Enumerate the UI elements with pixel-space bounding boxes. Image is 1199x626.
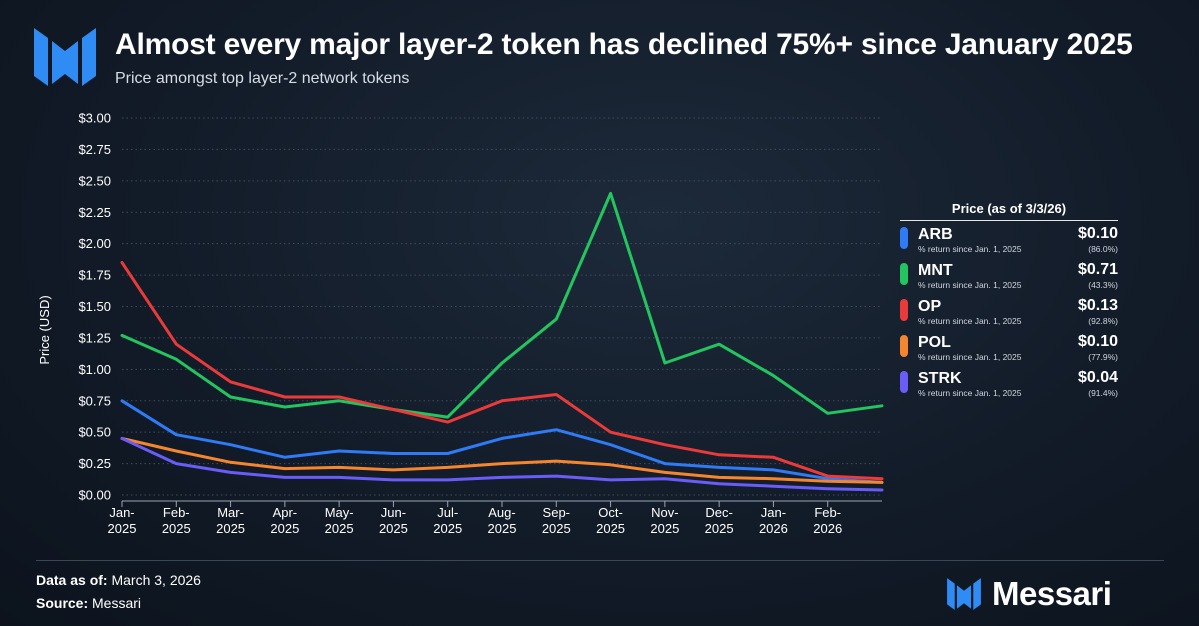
data-date-value: March 3, 2026: [111, 572, 201, 588]
legend-item-op: OP% return since Jan. 1, 2025 $0.13 (92.8%…: [900, 293, 1118, 329]
legend-price: $0.10: [1077, 333, 1118, 350]
messari-logo: [34, 28, 96, 86]
legend-return: (91.4%): [1088, 388, 1118, 398]
x-tick-label-top: Feb-: [163, 505, 190, 520]
x-tick-label-bottom: 2025: [488, 521, 517, 536]
y-tick-label: $2.25: [78, 205, 111, 220]
y-tick-label: $3.00: [78, 111, 111, 126]
x-tick-label-bottom: 2025: [433, 521, 462, 536]
y-tick-label: $1.50: [78, 299, 111, 314]
legend-price: $0.71: [1077, 261, 1118, 278]
legend-name: STRK: [918, 370, 962, 387]
y-tick-label: $0.50: [78, 425, 111, 440]
legend-price: $0.04: [1077, 369, 1118, 386]
series-line-mnt: [120, 191, 884, 419]
series-layer: [120, 191, 884, 492]
y-tick-label: $0.00: [78, 488, 111, 503]
legend-item-pol: POL% return since Jan. 1, 2025 $0.10 (77.9…: [900, 329, 1118, 365]
x-tick-label-bottom: 2025: [596, 521, 625, 536]
x-tick-label-top: Jan-: [109, 505, 134, 520]
x-tick-label-top: Aug-: [488, 505, 515, 520]
y-tick-label: $1.75: [78, 268, 111, 283]
legend-return: (43.3%): [1088, 280, 1118, 290]
data-date-label: Data as of:: [36, 572, 108, 588]
legend-return: (77.9%): [1088, 352, 1118, 362]
source-label: Source:: [36, 595, 89, 611]
x-tick-label-bottom: 2025: [325, 521, 354, 536]
legend-swatch: [900, 299, 908, 321]
x-tick-label-top: Jan-: [761, 505, 786, 520]
x-tick-label-top: Sep-: [543, 505, 570, 520]
x-tick-label-bottom: 2025: [650, 521, 679, 536]
y-tick-label: $0.25: [78, 456, 111, 471]
legend-item-arb: ARB% return since Jan. 1, 2025 $0.10 (86.0…: [900, 221, 1118, 257]
legend-sub: % return since Jan. 1, 2025: [918, 316, 1022, 326]
y-tick-label: $2.00: [78, 236, 111, 251]
series-line-arb: [120, 399, 884, 484]
legend-name: MNT: [918, 262, 953, 279]
y-tick-label: $2.50: [78, 173, 111, 188]
messari-brand-icon: [947, 578, 981, 610]
legend-sub: % return since Jan. 1, 2025: [918, 244, 1022, 254]
x-tick-label-bottom: 2026: [759, 521, 788, 536]
series-line-op: [120, 261, 884, 481]
legend-name: ARB: [918, 226, 953, 243]
chart-subtitle: Price amongst top layer-2 network tokens: [115, 70, 410, 87]
x-tick-label-top: Dec-: [705, 505, 732, 520]
x-tick-label-top: Jun-: [381, 505, 406, 520]
legend-swatch: [900, 227, 908, 249]
y-tick-label: $1.25: [78, 330, 111, 345]
legend-name: OP: [918, 298, 942, 315]
x-tick-label-bottom: 2025: [379, 521, 408, 536]
legend-price: $0.10: [1077, 225, 1118, 242]
y-axis-label: Price (USD): [37, 295, 52, 364]
legend-items: ARB% return since Jan. 1, 2025 $0.10 (86.0…: [900, 221, 1118, 401]
x-tick-label-bottom: 2025: [705, 521, 734, 536]
x-tick-label-top: Feb-: [814, 505, 841, 520]
data-date-line: Data as of: March 3, 2026: [36, 572, 201, 588]
x-tick-label-bottom: 2025: [270, 521, 299, 536]
x-tick-label-bottom: 2026: [813, 521, 842, 536]
x-tick-label-top: Mar-: [217, 505, 244, 520]
series-line-strk: [120, 436, 884, 492]
footer-divider: [36, 560, 1164, 561]
y-tick-label: $2.75: [78, 142, 111, 157]
brand-mark: Messari: [946, 575, 1112, 613]
legend-item-mnt: MNT% return since Jan. 1, 2025 $0.71 (43.3…: [900, 257, 1118, 293]
x-tick-label-top: Oct-: [598, 505, 623, 520]
y-tick-label: $1.00: [78, 362, 111, 377]
legend-swatch: [900, 263, 908, 285]
x-tick-label-top: Nov-: [651, 505, 678, 520]
legend-price: $0.13: [1077, 297, 1118, 314]
x-tick-label-top: Jul-: [437, 505, 458, 520]
legend-item-strk: STRK% return since Jan. 1, 2025 $0.04 (91.…: [900, 365, 1118, 401]
legend-sub: % return since Jan. 1, 2025: [918, 280, 1022, 290]
legend-return: (92.8%): [1088, 316, 1118, 326]
series-line-pol: [120, 436, 884, 484]
source-line: Source: Messari: [36, 595, 141, 611]
y-tick-label: $0.75: [78, 393, 111, 408]
legend-name: POL: [918, 334, 951, 351]
x-tick-label-bottom: 2025: [108, 521, 137, 536]
x-tick-label-bottom: 2025: [162, 521, 191, 536]
legend-heading: Price (as of 3/3/26): [900, 201, 1118, 221]
source-value: Messari: [92, 595, 142, 611]
chart-title: Almost every major layer-2 token has dec…: [115, 28, 1133, 61]
x-tick-label-bottom: 2025: [216, 521, 245, 536]
x-tick-label-bottom: 2025: [542, 521, 571, 536]
legend-return: (86.0%): [1088, 244, 1118, 254]
x-tick-label-top: May-: [325, 505, 354, 520]
brand-name: Messari: [992, 575, 1112, 612]
x-tick-label-top: Apr-: [273, 505, 298, 520]
legend-sub: % return since Jan. 1, 2025: [918, 388, 1022, 398]
legend-sub: % return since Jan. 1, 2025: [918, 352, 1022, 362]
price-legend: Price (as of 3/3/26) ARB% return since J…: [900, 201, 1118, 401]
axis-layer: $0.00 $0.25 $0.50 $0.75 $1.00 $1.25 $1.50 $1.75…: [37, 111, 882, 536]
legend-swatch: [900, 335, 908, 357]
legend-swatch: [900, 371, 908, 393]
